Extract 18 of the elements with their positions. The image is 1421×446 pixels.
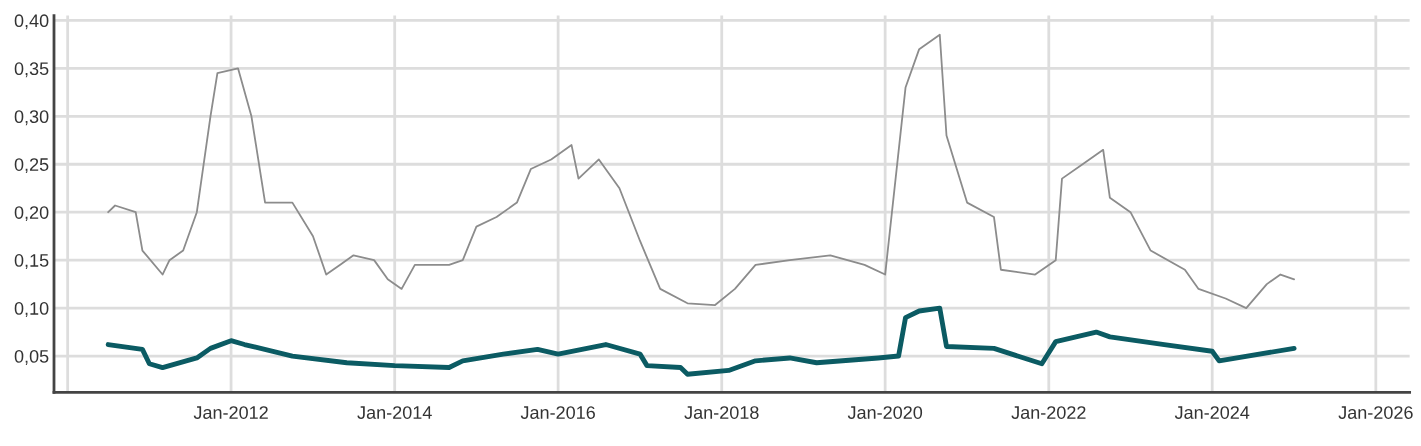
y-tick-label: 0,10 bbox=[14, 302, 49, 317]
y-tick-label: 0,30 bbox=[14, 110, 49, 126]
x-tick-label: Jan-2016 bbox=[520, 406, 595, 419]
x-tick-label: Jan-2020 bbox=[847, 406, 923, 419]
x-tick-label: Jan-2014 bbox=[357, 406, 432, 419]
x-tick-label: Jan-2018 bbox=[684, 406, 759, 419]
x-tick-label: Jan-2022 bbox=[1011, 406, 1086, 419]
y-tick-label: 0,05 bbox=[14, 349, 49, 365]
x-tick-label: Jan-2024 bbox=[1174, 406, 1250, 419]
y-tick-label: 0,35 bbox=[14, 62, 49, 78]
line-series bbox=[105, 305, 1297, 377]
x-tick-label: Jan-2012 bbox=[193, 406, 268, 419]
y-tick-label: 0,40 bbox=[14, 14, 49, 30]
x-tick-label: Jan-2026 bbox=[1338, 406, 1413, 419]
y-tick-label: 0,25 bbox=[14, 158, 49, 174]
line-series bbox=[107, 33, 1296, 309]
y-tick-label: 0,15 bbox=[14, 254, 49, 269]
y-tick-label: 0,20 bbox=[14, 206, 49, 222]
